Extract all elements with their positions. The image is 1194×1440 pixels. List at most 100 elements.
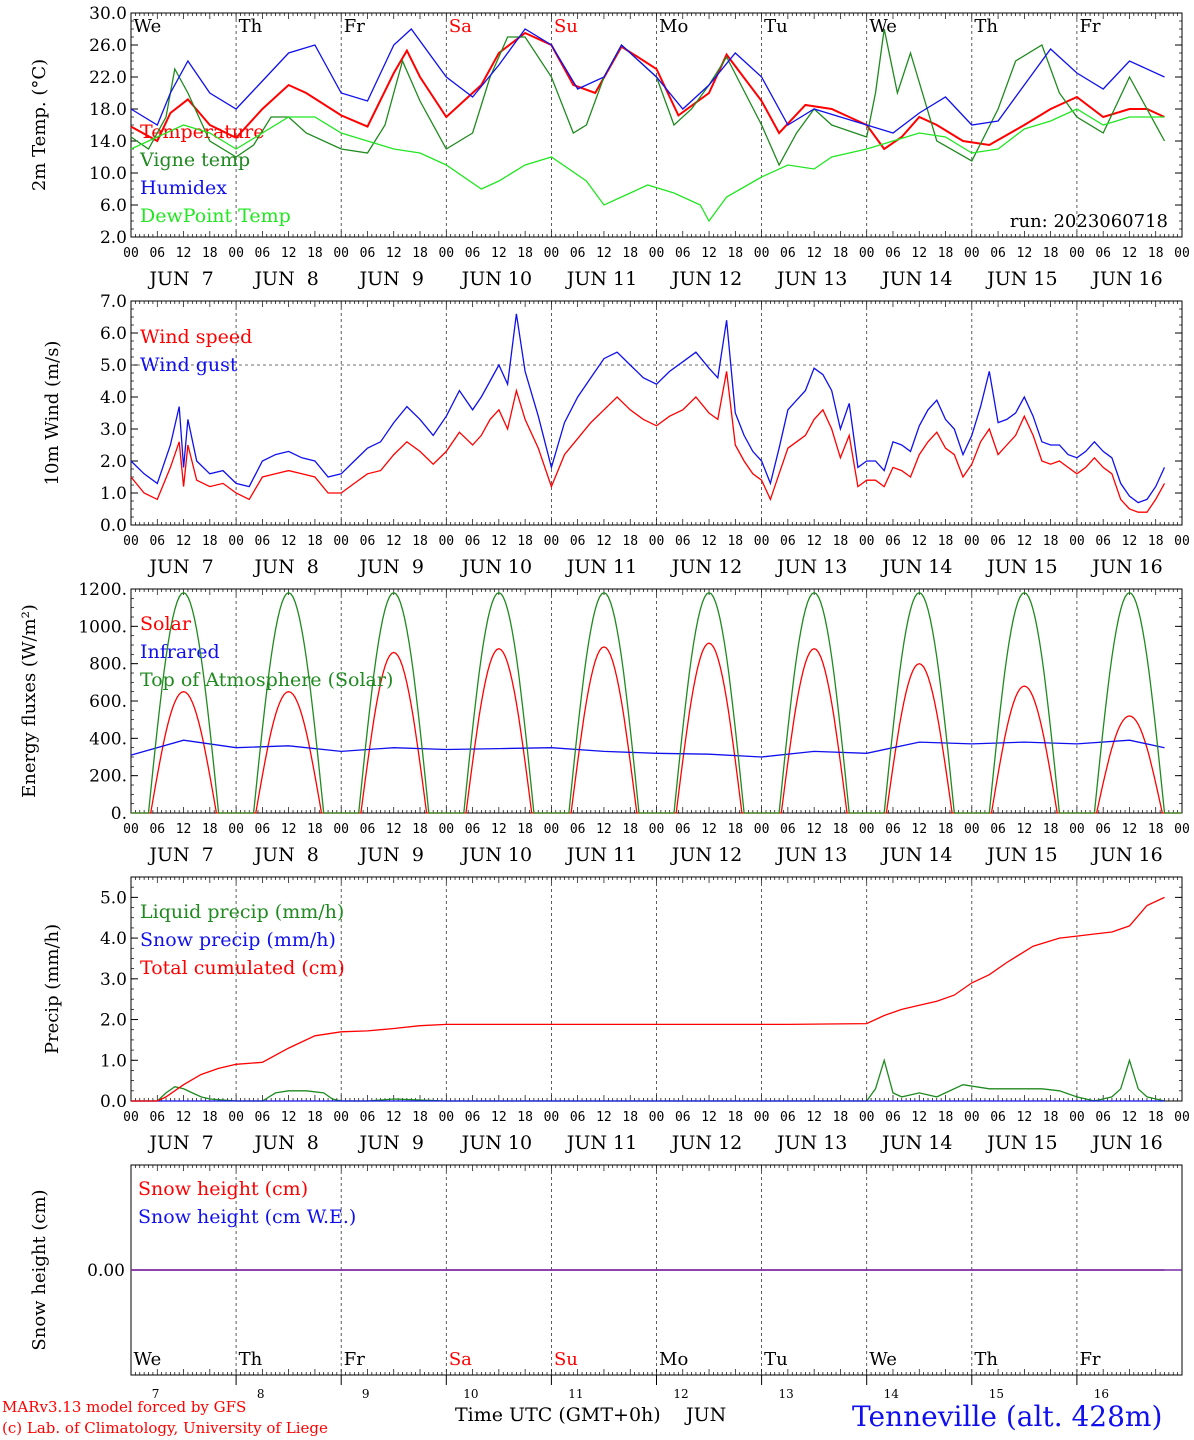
x-hour-tick-label: 12 [386, 246, 402, 261]
y-tick-label: 2.0 [100, 1011, 127, 1031]
x-hour-tick-label: 06 [885, 534, 901, 549]
day-name-label: Th [239, 16, 263, 37]
x-date-label: JUN 15 [985, 1132, 1057, 1154]
x-hour-tick-label: 00 [964, 534, 980, 549]
x-date-label: JUN 9 [358, 1132, 424, 1154]
x-hour-tick-label: 00 [333, 246, 349, 261]
day-number-label: 7 [152, 1387, 160, 1401]
x-hour-tick-label: 18 [307, 246, 323, 261]
x-hour-tick-label: 06 [149, 1110, 165, 1125]
x-hour-tick-label: 12 [176, 534, 192, 549]
x-hour-tick-label: 00 [228, 534, 244, 549]
legend-entry: Solar [140, 613, 192, 635]
x-hour-tick-label: 00 [228, 1110, 244, 1125]
x-hour-tick-label: 06 [149, 822, 165, 837]
x-hour-tick-label: 18 [202, 822, 218, 837]
day-number-label: 12 [673, 1387, 688, 1401]
series-line-top-of-atmosphere-solar- [131, 591, 1182, 814]
day-name-label: We [869, 1349, 897, 1370]
y-tick-label: 18.0 [89, 100, 127, 120]
x-date-label: JUN 10 [460, 556, 532, 578]
x-hour-tick-label: 18 [412, 1110, 428, 1125]
x-date-label: JUN 8 [252, 1132, 318, 1154]
x-hour-tick-label: 18 [833, 1110, 849, 1125]
x-hour-tick-label: 06 [255, 1110, 271, 1125]
x-hour-tick-label: 18 [1148, 822, 1164, 837]
x-hour-tick-label: 06 [465, 822, 481, 837]
plot-frame [130, 300, 1183, 526]
x-hour-tick-label: 18 [307, 822, 323, 837]
y-tick-label: 1200. [78, 580, 127, 600]
y-tick-label: 2.0 [100, 452, 127, 472]
x-date-label: JUN 9 [358, 844, 424, 866]
x-hour-tick-label: 12 [1122, 822, 1138, 837]
day-name-label: We [869, 16, 897, 37]
series-line-total-cumulated-cm- [131, 896, 1165, 1102]
x-hour-tick-label: 00 [544, 1110, 560, 1125]
y-axis-label: 2m Temp. (°C) [29, 59, 50, 191]
y-tick-label: 3.0 [100, 970, 127, 990]
day-name-label: We [134, 1349, 162, 1370]
panel-3: 0. 200. 400. 600. 800. 1000. 1200. Energy fluxe… [19, 580, 1190, 866]
x-hour-tick-label: 12 [281, 246, 297, 261]
day-name-label: Mo [659, 1349, 688, 1370]
x-hour-tick-label: 06 [570, 246, 586, 261]
legend-entry: Temperature [140, 121, 264, 143]
x-hour-tick-label: 12 [1122, 1110, 1138, 1125]
x-hour-tick-label: 06 [1095, 534, 1111, 549]
x-date-label: JUN 9 [358, 556, 424, 578]
day-name-label: Th [974, 16, 998, 37]
y-tick-label: 0. [111, 804, 127, 824]
x-hour-tick-label: 12 [281, 1110, 297, 1125]
x-hour-tick-label: 18 [1043, 534, 1059, 549]
x-date-label: JUN 12 [670, 1132, 742, 1154]
x-date-label: JUN 16 [1090, 268, 1162, 290]
x-hour-tick-label: 18 [622, 1110, 638, 1125]
x-hour-tick-label: 00 [1174, 534, 1190, 549]
legend-entry: Infrared [140, 641, 220, 663]
x-hour-tick-label: 12 [911, 1110, 927, 1125]
x-hour-tick-label: 18 [1148, 1110, 1164, 1125]
series-line-dewpoint-temp [130, 108, 1165, 223]
x-hour-tick-label: 12 [1017, 822, 1033, 837]
y-tick-label: 5.0 [100, 888, 127, 908]
x-hour-tick-label: 18 [938, 1110, 954, 1125]
x-hour-tick-label: 12 [1017, 1110, 1033, 1125]
x-hour-tick-label: 18 [833, 822, 849, 837]
panel-5: 0.00 Snow height (cm) Snow height (cm) Snow… [29, 1164, 1183, 1401]
day-number-label: 8 [257, 1387, 265, 1401]
x-hour-tick-label: 18 [727, 246, 743, 261]
day-name-label: Tu [764, 1349, 788, 1370]
x-hour-tick-label: 12 [911, 822, 927, 837]
day-name-label: Su [554, 1349, 578, 1370]
x-hour-tick-label: 12 [1017, 534, 1033, 549]
x-date-label: JUN 7 [147, 1132, 213, 1154]
x-hour-tick-label: 12 [596, 1110, 612, 1125]
x-hour-tick-label: 06 [465, 246, 481, 261]
x-hour-tick-label: 06 [149, 246, 165, 261]
x-hour-tick-label: 12 [491, 1110, 507, 1125]
x-hour-tick-label: 06 [780, 534, 796, 549]
y-tick-label: 400. [89, 729, 127, 749]
x-hour-tick-label: 00 [333, 822, 349, 837]
day-name-label: Th [239, 1349, 263, 1370]
x-hour-tick-label: 00 [228, 822, 244, 837]
legend-entry: Vigne temp [139, 149, 250, 171]
x-hour-tick-label: 00 [1069, 1110, 1085, 1125]
credit-line-2: (c) Lab. of Climatology, University of L… [2, 1419, 328, 1437]
x-hour-tick-label: 06 [780, 246, 796, 261]
x-date-label: JUN 14 [880, 844, 952, 866]
y-tick-label: 1.0 [100, 1051, 127, 1071]
x-hour-tick-label: 06 [465, 534, 481, 549]
x-hour-tick-label: 18 [727, 534, 743, 549]
x-hour-tick-label: 12 [806, 822, 822, 837]
x-hour-tick-label: 12 [281, 822, 297, 837]
x-date-label: JUN 10 [460, 844, 532, 866]
x-date-label: JUN 15 [985, 556, 1057, 578]
legend-entry: Snow height (cm W.E.) [138, 1206, 356, 1228]
day-number-label: 10 [463, 1387, 478, 1401]
x-hour-tick-label: 12 [701, 534, 717, 549]
x-hour-tick-label: 00 [1069, 822, 1085, 837]
x-hour-tick-label: 00 [859, 822, 875, 837]
